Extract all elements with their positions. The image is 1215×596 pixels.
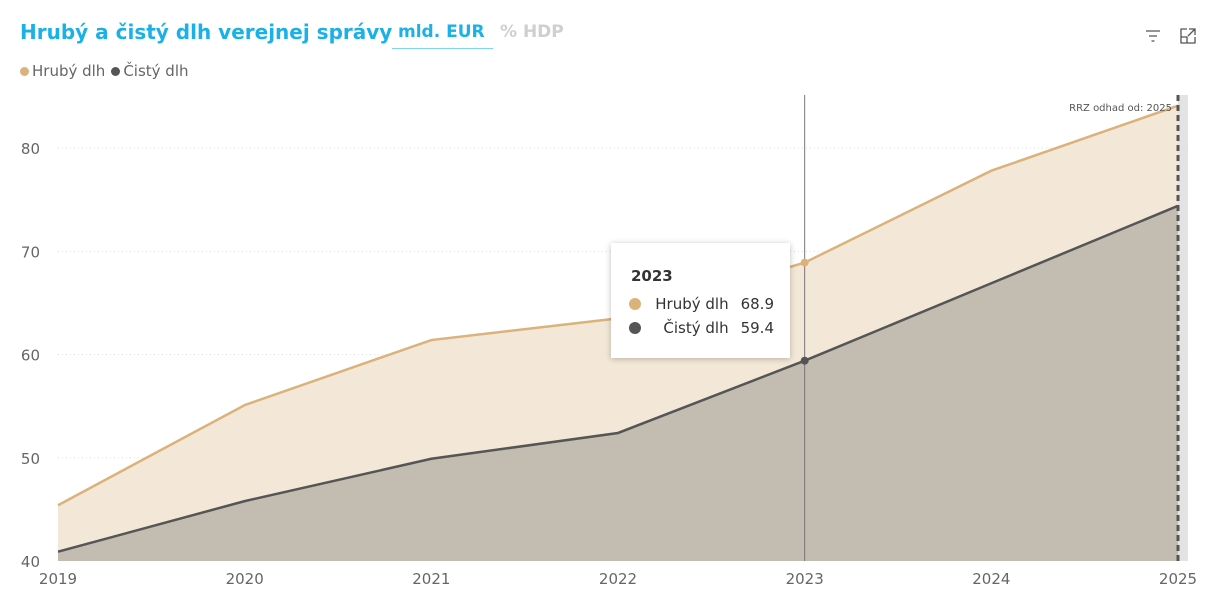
y-tick-label: 70: [21, 243, 40, 261]
forecast-band: [1178, 95, 1188, 561]
y-tick-label: 50: [21, 450, 40, 468]
x-tick-label: 2025: [1159, 570, 1197, 588]
tooltip-year: 2023: [631, 267, 673, 285]
legend-item-gross[interactable]: Hrubý dlh: [20, 62, 105, 80]
tooltip-row-net: Čistý dlh 59.4: [629, 319, 774, 337]
y-tick-label: 80: [21, 140, 40, 158]
tab-percent-hdp[interactable]: % HDP: [500, 22, 564, 42]
gross-point: [800, 258, 809, 267]
tooltip-row-gross: Hrubý dlh 68.9: [629, 295, 774, 313]
legend-label: Čistý dlh: [123, 62, 189, 80]
x-tick-label: 2024: [972, 570, 1010, 588]
tooltip: 2023 Hrubý dlh 68.9 Čistý dlh 59.4: [611, 243, 790, 358]
legend-label: Hrubý dlh: [32, 62, 106, 80]
x-tick-label: 2023: [786, 570, 824, 588]
forecast-annotation: RRZ odhad od: 2025: [1069, 103, 1172, 114]
x-tick-label: 2022: [599, 570, 637, 588]
tooltip-label: Čistý dlh: [663, 319, 729, 337]
x-tick-label: 2019: [39, 570, 77, 588]
net-line: [57, 204, 1179, 553]
tooltip-dot: [629, 298, 641, 310]
expand-icon[interactable]: [1178, 26, 1198, 46]
x-tick-label: 2020: [226, 570, 264, 588]
filter-icon[interactable]: [1143, 26, 1163, 46]
tooltip-value: 68.9: [740, 295, 774, 313]
tooltip-label: Hrubý dlh: [655, 295, 729, 313]
chart-title: Hrubý a čistý dlh verejnej správy: [20, 20, 393, 44]
tab-mld-eur[interactable]: mld. EUR: [392, 22, 493, 49]
y-tick-label: 40: [21, 553, 40, 571]
tooltip-value: 59.4: [740, 319, 774, 337]
tooltip-dot: [629, 322, 641, 334]
legend-dot: [111, 66, 121, 76]
net-point: [800, 356, 809, 365]
legend-dot: [20, 66, 29, 76]
x-tick-label: 2021: [412, 570, 450, 588]
legend: Hrubý dlh Čistý dlh: [20, 62, 189, 80]
net-area: [58, 205, 1178, 561]
legend-item-net[interactable]: Čistý dlh: [111, 62, 189, 80]
y-tick-label: 60: [21, 347, 40, 365]
